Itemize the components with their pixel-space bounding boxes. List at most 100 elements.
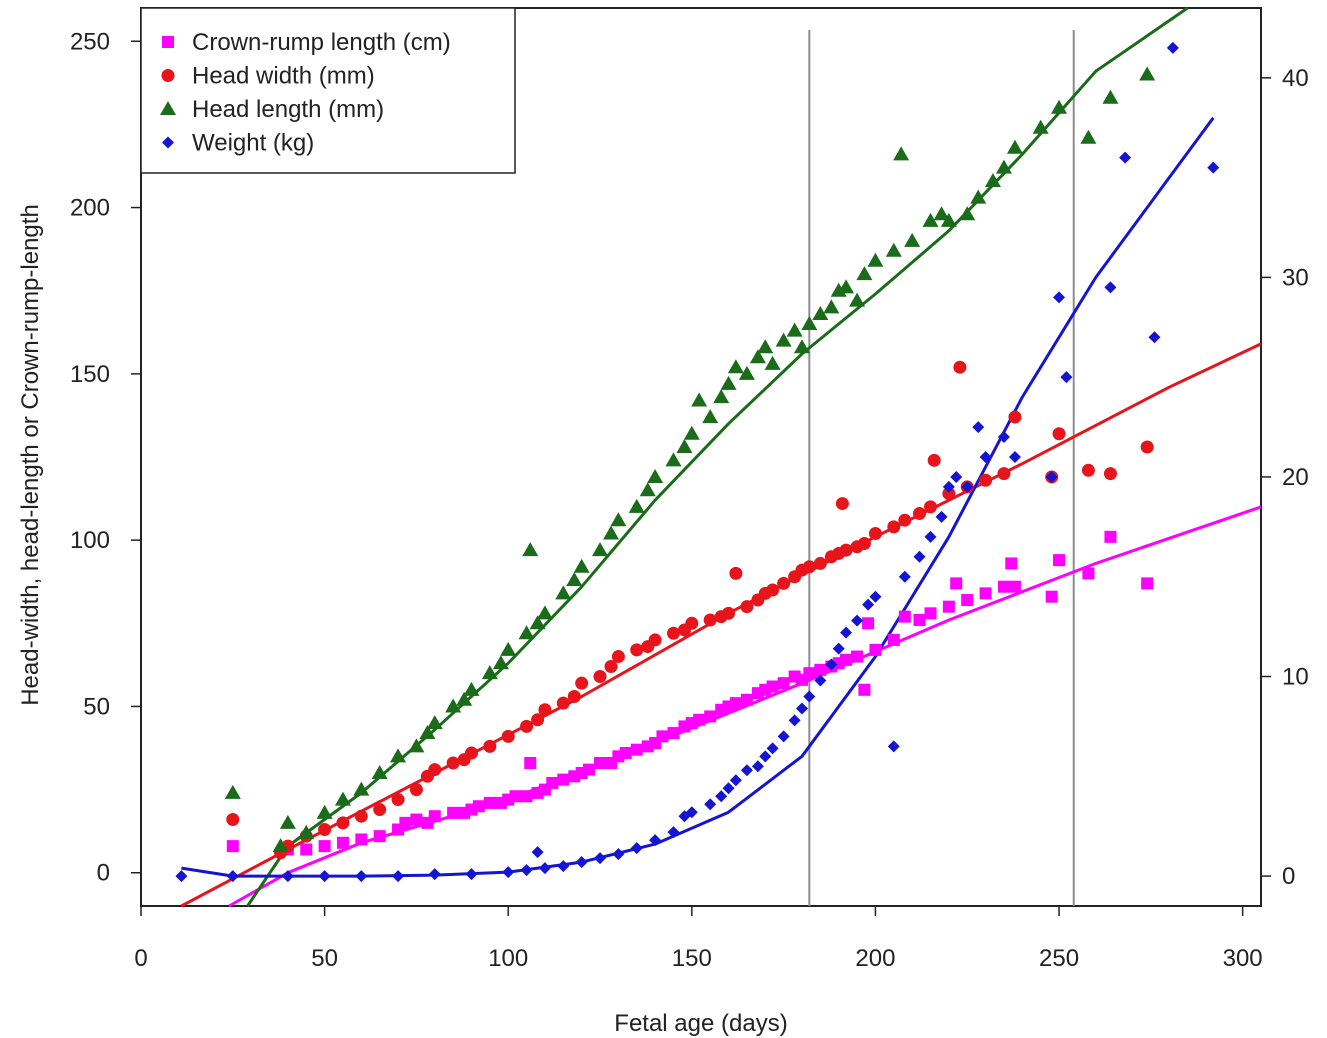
y-tick-label: 250	[70, 28, 110, 55]
point-crown-rump-length	[862, 617, 875, 630]
point-head-length	[727, 359, 744, 374]
point-crown-rump-length	[729, 697, 742, 710]
y2-tick-label: 40	[1282, 65, 1309, 92]
point-head-length	[298, 824, 315, 839]
legend-label: Crown-rump length (cm)	[192, 29, 451, 56]
point-weight	[913, 550, 926, 563]
point-weight	[685, 806, 698, 819]
point-crown-rump-length	[1008, 580, 1021, 593]
legend-label: Head length (mm)	[192, 96, 384, 123]
point-weight	[715, 790, 728, 803]
point-head-length	[922, 212, 939, 227]
point-head-length	[1006, 139, 1023, 154]
point-crown-rump-length	[546, 776, 559, 789]
point-crown-rump-length	[851, 650, 864, 663]
point-crown-rump-length	[557, 773, 570, 786]
point-weight	[777, 730, 790, 743]
point-weight	[612, 848, 625, 861]
y-tick-label: 100	[70, 527, 110, 554]
point-head-width	[354, 809, 368, 823]
legend: Crown-rump length (cm) Head width (mm) Hea…	[140, 7, 516, 174]
point-crown-rump-length	[472, 800, 485, 813]
point-crown-rump-length	[656, 730, 669, 743]
y2-tick-label: 0	[1282, 863, 1295, 890]
point-head-length	[463, 681, 480, 696]
point-crown-rump-length	[740, 693, 753, 706]
point-head-length	[610, 512, 627, 527]
point-crown-rump-length	[399, 816, 412, 829]
point-head-width	[839, 543, 853, 557]
point-weight	[557, 860, 570, 873]
point-head-length	[647, 468, 664, 483]
point-head-width	[979, 473, 993, 487]
point-head-length	[518, 625, 535, 640]
y-tick-label: 0	[97, 860, 110, 887]
x-tick-label: 50	[311, 945, 338, 972]
point-weight	[1008, 451, 1021, 463]
point-head-length	[224, 784, 241, 799]
point-crown-rump-length	[410, 813, 423, 826]
legend-entry-head-width: Head width (mm)	[161, 63, 375, 90]
point-head-width	[373, 803, 387, 817]
point-head-length	[786, 322, 803, 337]
point-crown-rump-length	[1141, 577, 1154, 590]
point-crown-rump-length	[1082, 567, 1095, 580]
point-weight	[851, 614, 864, 627]
point-crown-rump-length	[924, 607, 937, 620]
legend-marker-crown-rump-length	[162, 36, 174, 48]
point-weight	[924, 530, 937, 543]
point-head-length	[793, 339, 810, 354]
point-head-width	[1052, 427, 1066, 441]
point-weight	[630, 842, 643, 855]
point-crown-rump-length	[1045, 590, 1058, 603]
point-crown-rump-length	[226, 840, 239, 853]
point-head-length	[720, 375, 737, 390]
point-weight	[942, 480, 955, 493]
legend-marker-head-length	[160, 101, 176, 115]
point-head-length	[940, 212, 957, 227]
point-head-width	[648, 633, 662, 647]
point-head-length	[702, 409, 719, 424]
point-crown-rump-length	[667, 727, 680, 740]
point-crown-rump-length	[1053, 554, 1066, 567]
point-weight	[972, 421, 985, 434]
point-crown-rump-length	[355, 833, 368, 846]
point-head-length	[713, 389, 730, 404]
point-weight	[722, 782, 735, 795]
legend-entry-head-length: Head length (mm)	[160, 96, 384, 123]
point-weight	[1060, 371, 1073, 384]
point-weight	[825, 658, 838, 671]
point-weight	[281, 870, 294, 883]
point-head-length	[522, 542, 539, 557]
point-head-width	[318, 823, 332, 837]
point-head-width	[604, 660, 618, 674]
point-head-length	[1102, 89, 1119, 104]
point-weight	[979, 451, 992, 463]
point-head-width	[912, 507, 926, 521]
y-axis-title: Head-width, head-length or Crown-rump-le…	[17, 204, 44, 706]
point-head-width	[898, 513, 912, 527]
data-points	[175, 41, 1220, 883]
legend-entry-crown-rump-length: Crown-rump length (cm)	[162, 29, 451, 56]
x-tick-label: 0	[134, 945, 147, 972]
point-head-width	[997, 467, 1011, 481]
point-weight	[840, 626, 853, 639]
point-crown-rump-length	[1005, 557, 1018, 570]
point-head-width	[336, 816, 350, 830]
point-head-width	[835, 497, 849, 511]
point-head-length	[904, 232, 921, 247]
point-crown-rump-length	[373, 830, 386, 843]
y-tick-label: 50	[83, 693, 110, 720]
point-head-width	[703, 613, 717, 627]
point-head-width	[868, 526, 882, 540]
point-weight	[961, 480, 974, 493]
point-crown-rump-length	[318, 840, 331, 853]
point-head-length	[573, 558, 590, 573]
point-weight	[788, 714, 801, 727]
point-head-length	[492, 655, 509, 670]
point-head-length	[390, 748, 407, 763]
legend-entry-weight: Weight (kg)	[162, 130, 314, 157]
point-crown-rump-length	[961, 594, 974, 607]
point-head-length	[775, 332, 792, 347]
